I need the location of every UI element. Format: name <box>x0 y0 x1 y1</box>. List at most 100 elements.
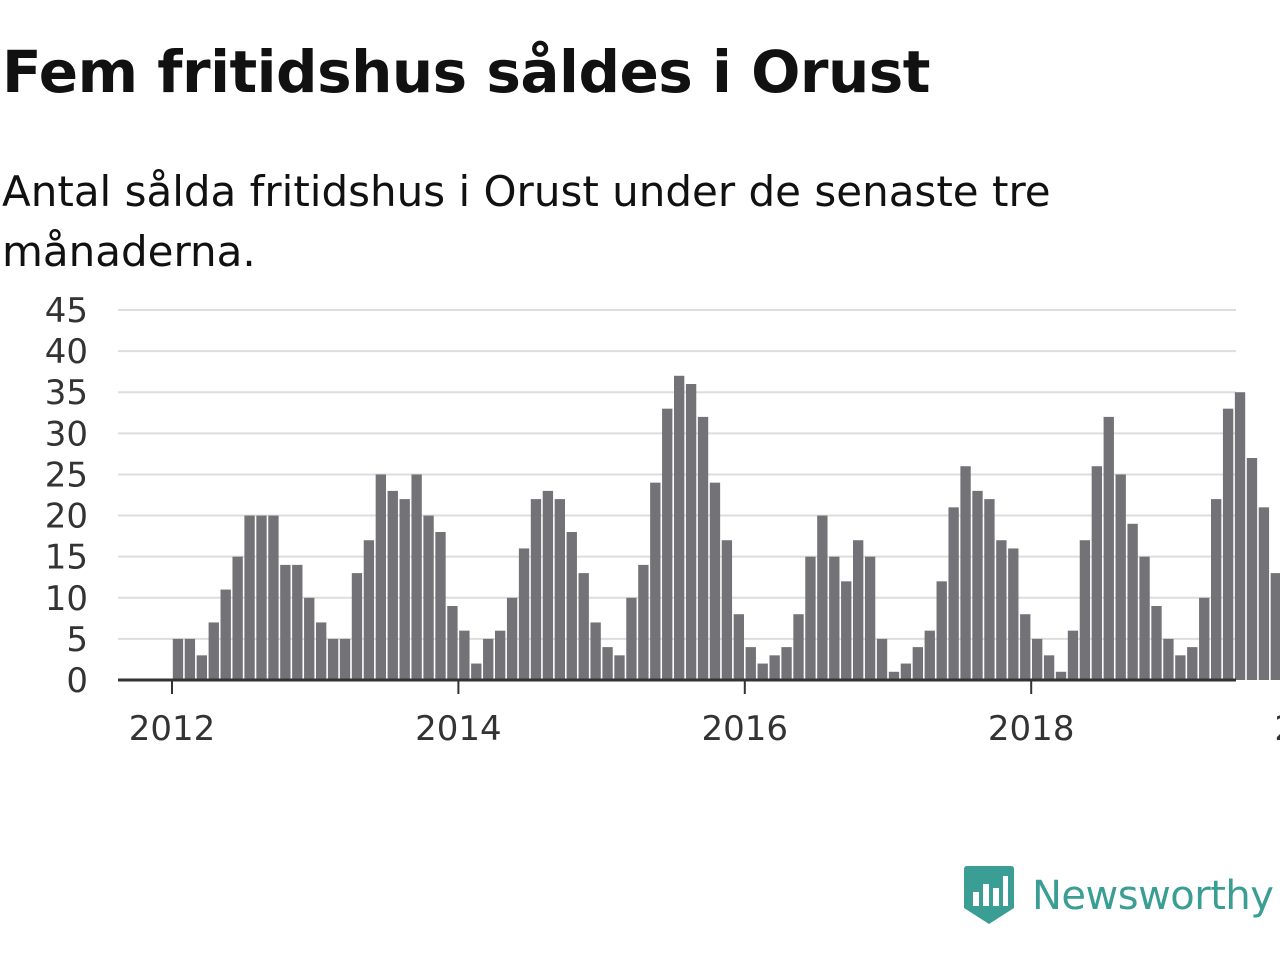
bar <box>256 515 267 680</box>
bar <box>733 614 744 680</box>
bar <box>638 564 649 680</box>
bar <box>1055 671 1067 680</box>
bar <box>435 532 446 680</box>
bar <box>650 482 661 680</box>
bar <box>1199 597 1210 680</box>
bar <box>936 581 947 680</box>
bar <box>399 499 410 680</box>
bar <box>829 556 840 680</box>
bar <box>471 663 482 680</box>
x-tick-label: 2020 <box>1274 709 1280 749</box>
bar <box>1008 548 1019 680</box>
bar <box>662 408 673 680</box>
bar <box>411 474 422 680</box>
newsworthy-logo: Newsworthy <box>964 866 1274 926</box>
bar <box>1222 408 1234 680</box>
bar <box>996 540 1007 680</box>
bar <box>1234 392 1246 680</box>
bar <box>268 515 279 680</box>
bars <box>172 375 1280 680</box>
bar <box>1127 523 1138 680</box>
bar <box>781 647 792 680</box>
bar <box>1020 614 1031 680</box>
bar <box>841 581 852 680</box>
bar <box>1175 655 1186 680</box>
bar <box>709 482 721 680</box>
bar <box>280 564 291 680</box>
bar <box>292 564 303 680</box>
bar <box>1163 638 1174 680</box>
bar <box>721 540 733 680</box>
bar <box>184 638 196 680</box>
bar <box>495 630 506 680</box>
bar <box>542 490 554 680</box>
bar <box>1043 655 1055 680</box>
bar <box>1258 507 1270 680</box>
bar <box>912 647 923 680</box>
x-tick-label: 2016 <box>702 709 789 749</box>
bar <box>220 589 231 680</box>
bar <box>972 490 983 680</box>
bar <box>888 671 900 680</box>
bar <box>1079 540 1091 680</box>
bar <box>1103 416 1114 680</box>
bar <box>817 515 828 680</box>
newsworthy-logo-icon <box>964 866 1014 924</box>
bar <box>1270 573 1280 680</box>
bar <box>674 375 685 680</box>
bar <box>805 556 816 680</box>
bar <box>685 384 697 680</box>
y-tick-label: 40 <box>45 332 88 372</box>
bar <box>554 499 565 680</box>
bar <box>1151 606 1162 680</box>
bar <box>984 499 995 680</box>
bar <box>506 597 518 680</box>
bar <box>960 466 971 680</box>
bar <box>339 638 351 680</box>
bar <box>566 532 577 680</box>
x-tick-label: 2012 <box>129 709 216 749</box>
bar <box>769 655 780 680</box>
bar <box>304 597 315 680</box>
bar <box>1211 499 1222 680</box>
bar <box>423 515 434 680</box>
bar <box>614 655 625 680</box>
bar <box>876 638 888 680</box>
bar <box>232 556 243 680</box>
bar <box>447 606 458 680</box>
x-tick-label: 2014 <box>415 709 502 749</box>
bar <box>459 630 470 680</box>
bar <box>351 573 363 680</box>
x-tick-label: 2018 <box>988 709 1075 749</box>
bar <box>530 499 542 680</box>
bar <box>948 507 959 680</box>
y-tick-label: 20 <box>45 497 88 537</box>
bar <box>864 556 876 680</box>
bar <box>363 540 375 680</box>
bar <box>1139 556 1150 680</box>
chart-subtitle: Antal sålda fritidshus i Orust under de … <box>2 167 1051 276</box>
bar <box>697 416 709 680</box>
bar <box>196 655 207 680</box>
bar <box>244 515 255 680</box>
bar <box>1091 466 1102 680</box>
bar <box>375 474 386 680</box>
y-tick-label: 10 <box>45 579 88 619</box>
bar <box>1067 630 1079 680</box>
bar <box>757 663 768 680</box>
y-tick-label: 5 <box>66 620 88 660</box>
brand-name: Newsworthy <box>1032 873 1274 919</box>
bar <box>387 490 398 680</box>
chart-title: Fem fritidshus såldes i Orust <box>2 38 931 106</box>
y-tick-label: 35 <box>45 373 88 413</box>
bar <box>590 622 601 680</box>
bar <box>1032 638 1043 680</box>
y-tick-label: 15 <box>45 538 88 578</box>
bar <box>1187 647 1198 680</box>
y-tick-label: 25 <box>45 455 88 495</box>
bar <box>745 647 756 680</box>
bar <box>924 630 935 680</box>
bar <box>483 638 494 680</box>
bar <box>518 548 530 680</box>
